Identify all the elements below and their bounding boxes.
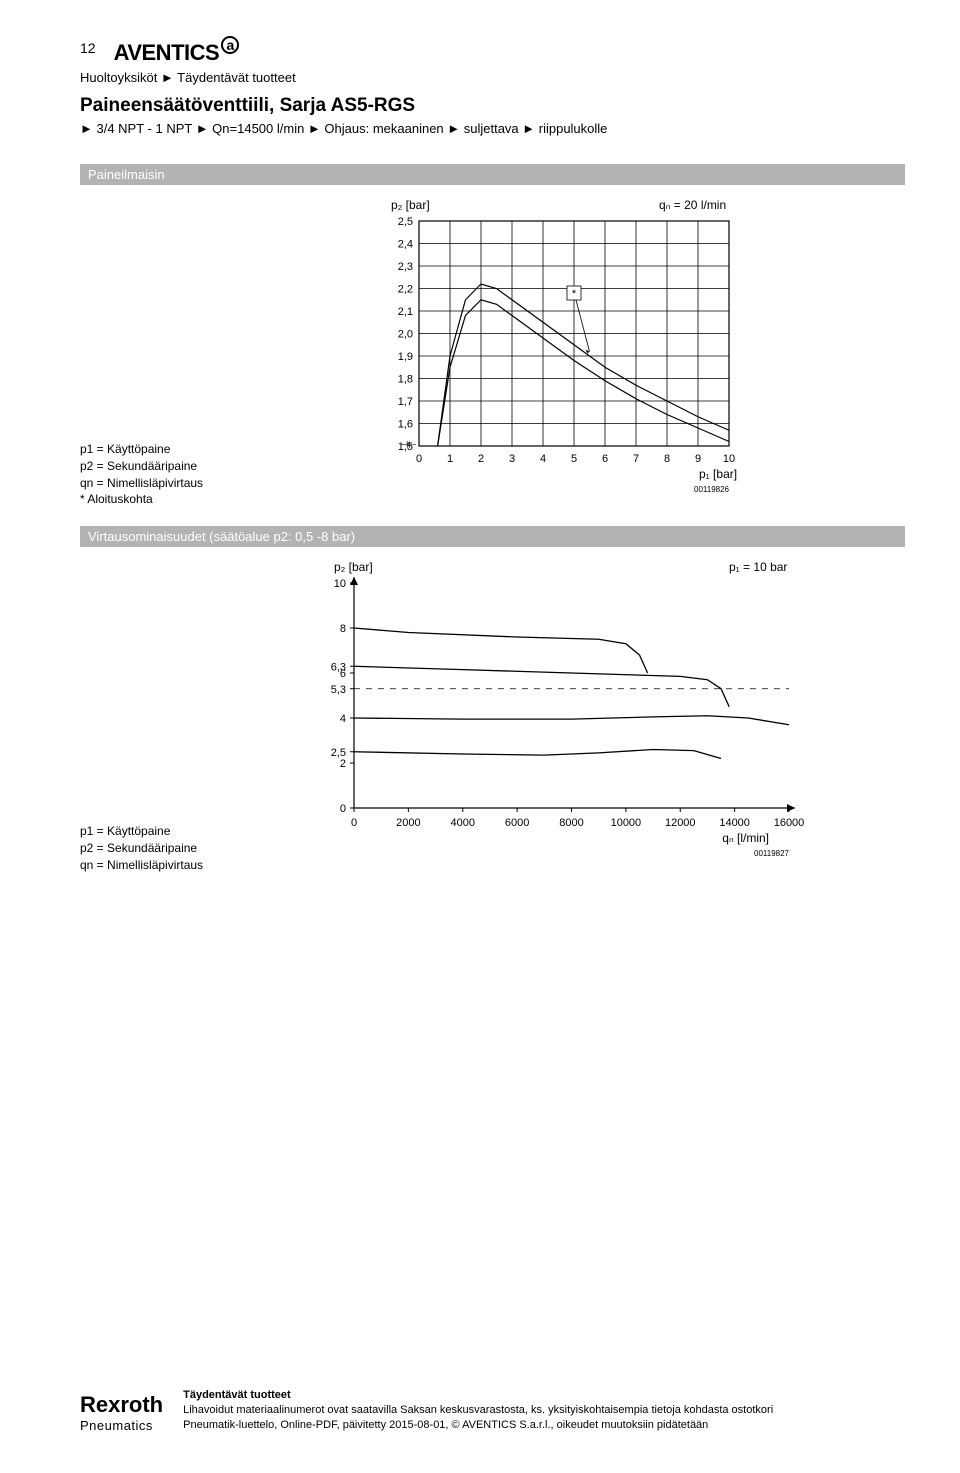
logo-text: AVENTICS (114, 40, 220, 66)
section-bar-1: Paineilmaisin (80, 164, 905, 185)
svg-text:2,1: 2,1 (398, 306, 413, 318)
svg-text:qₙ = 20 l/min: qₙ = 20 l/min (659, 198, 726, 212)
rexroth-brand: Rexroth (80, 1392, 163, 1418)
svg-text:p₁ [bar]: p₁ [bar] (699, 467, 737, 481)
legend2-l3: qn = Nimellisläpivirtaus (80, 857, 203, 874)
svg-text:1,7: 1,7 (398, 396, 413, 408)
svg-text:8000: 8000 (559, 817, 583, 829)
svg-text:1: 1 (447, 453, 453, 465)
svg-text:14000: 14000 (719, 817, 750, 829)
aventics-logo: AVENTICS a (114, 40, 240, 66)
footer: Rexroth Pneumatics Täydentävät tuotteet … (80, 1388, 905, 1433)
registered-icon: a (221, 36, 239, 54)
svg-text:p₂ [bar]: p₂ [bar] (334, 560, 373, 574)
svg-text:2: 2 (478, 453, 484, 465)
svg-text:p₂ [bar]: p₂ [bar] (391, 198, 430, 212)
chart1-row: p1 = Käyttöpaine p2 = Sekundääripaine qn… (80, 191, 905, 508)
chart2-legend: p1 = Käyttöpaine p2 = Sekundääripaine qn… (80, 823, 203, 873)
svg-text:qₙ [l/min]: qₙ [l/min] (722, 831, 769, 845)
svg-text:00119826: 00119826 (694, 485, 730, 494)
section-bar-2: Virtausominaisuudet (säätöalue p2: 0,5 -… (80, 526, 905, 547)
svg-text:2000: 2000 (396, 817, 420, 829)
svg-text:5,3: 5,3 (331, 684, 346, 696)
svg-text:p₁ = 10 bar: p₁ = 10 bar (729, 560, 787, 574)
footer-text: Täydentävät tuotteet Lihavoidut materiaa… (183, 1388, 773, 1433)
svg-text:0: 0 (351, 817, 357, 829)
svg-text:1,6: 1,6 (398, 419, 413, 431)
page-number: 12 (80, 40, 96, 56)
svg-text:1,9: 1,9 (398, 351, 413, 363)
chart2-container: p₂ [bar]p₁ = 10 bar1086,365,342,52002000… (203, 553, 905, 863)
legend2-l2: p2 = Sekundääripaine (80, 840, 203, 857)
rexroth-logo: Rexroth Pneumatics (80, 1392, 163, 1433)
footer-line3: Pneumatik-luettelo, Online-PDF, päivitet… (183, 1418, 773, 1433)
rexroth-sub: Pneumatics (80, 1418, 163, 1433)
svg-text:00119827: 00119827 (754, 849, 790, 858)
footer-line1: Täydentävät tuotteet (183, 1388, 773, 1403)
chart1-svg: p₂ [bar] qₙ = 20 l/min 2,5 2,4 2,3 2,2 2,1 2,0 1… (364, 191, 744, 501)
svg-text:2,3: 2,3 (398, 261, 413, 273)
legend1-l3: qn = Nimellisläpivirtaus (80, 475, 203, 492)
svg-text:2,2: 2,2 (398, 284, 413, 296)
chart2-svg: p₂ [bar]p₁ = 10 bar1086,365,342,52002000… (304, 553, 804, 863)
svg-text:0: 0 (416, 453, 422, 465)
page: 12 AVENTICS a Huoltoyksiköt ► Täydentävä… (0, 0, 960, 1473)
svg-text:3: 3 (509, 453, 515, 465)
legend1-l4: * Aloituskohta (80, 491, 203, 508)
svg-text:10: 10 (723, 453, 735, 465)
svg-text:4000: 4000 (451, 817, 475, 829)
svg-text:1,8: 1,8 (398, 374, 413, 386)
svg-text:9: 9 (695, 453, 701, 465)
svg-text:6: 6 (602, 453, 608, 465)
svg-text:2,4: 2,4 (398, 239, 413, 251)
legend2-l1: p1 = Käyttöpaine (80, 823, 203, 840)
svg-text:*: * (572, 288, 577, 300)
legend1-l2: p2 = Sekundääripaine (80, 458, 203, 475)
chart1-legend: p1 = Käyttöpaine p2 = Sekundääripaine qn… (80, 441, 203, 508)
svg-text:10: 10 (334, 578, 346, 590)
svg-text:4: 4 (540, 453, 546, 465)
svg-text:8: 8 (664, 453, 670, 465)
svg-text:12000: 12000 (665, 817, 696, 829)
chart1-container: p₂ [bar] qₙ = 20 l/min 2,5 2,4 2,3 2,2 2,1 2,0 1… (203, 191, 905, 501)
page-title: Paineensäätöventtiili, Sarja AS5-RGS (80, 95, 905, 117)
chart2-row: p1 = Käyttöpaine p2 = Sekundääripaine qn… (80, 553, 905, 873)
svg-text:8: 8 (340, 623, 346, 635)
svg-text:2,5: 2,5 (398, 216, 413, 228)
svg-text:7: 7 (633, 453, 639, 465)
svg-text:⊣⊢: ⊣⊢ (400, 440, 417, 451)
footer-line2: Lihavoidut materiaalinumerot ovat saatav… (183, 1403, 773, 1418)
breadcrumb: Huoltoyksiköt ► Täydentävät tuotteet (80, 70, 905, 85)
svg-text:6: 6 (340, 668, 346, 680)
svg-text:6000: 6000 (505, 817, 529, 829)
svg-text:16000: 16000 (774, 817, 804, 829)
legend1-l1: p1 = Käyttöpaine (80, 441, 203, 458)
header-row: 12 AVENTICS a (80, 40, 905, 66)
svg-text:10000: 10000 (611, 817, 642, 829)
svg-text:0: 0 (340, 803, 346, 815)
svg-text:5: 5 (571, 453, 577, 465)
svg-text:4: 4 (340, 713, 346, 725)
svg-text:2,0: 2,0 (398, 329, 413, 341)
svg-text:2,5: 2,5 (331, 747, 346, 759)
header-left: 12 AVENTICS a (80, 40, 239, 66)
svg-text:2: 2 (340, 758, 346, 770)
page-subtitle: ► 3/4 NPT - 1 NPT ► Qn=14500 l/min ► Ohj… (80, 121, 905, 136)
